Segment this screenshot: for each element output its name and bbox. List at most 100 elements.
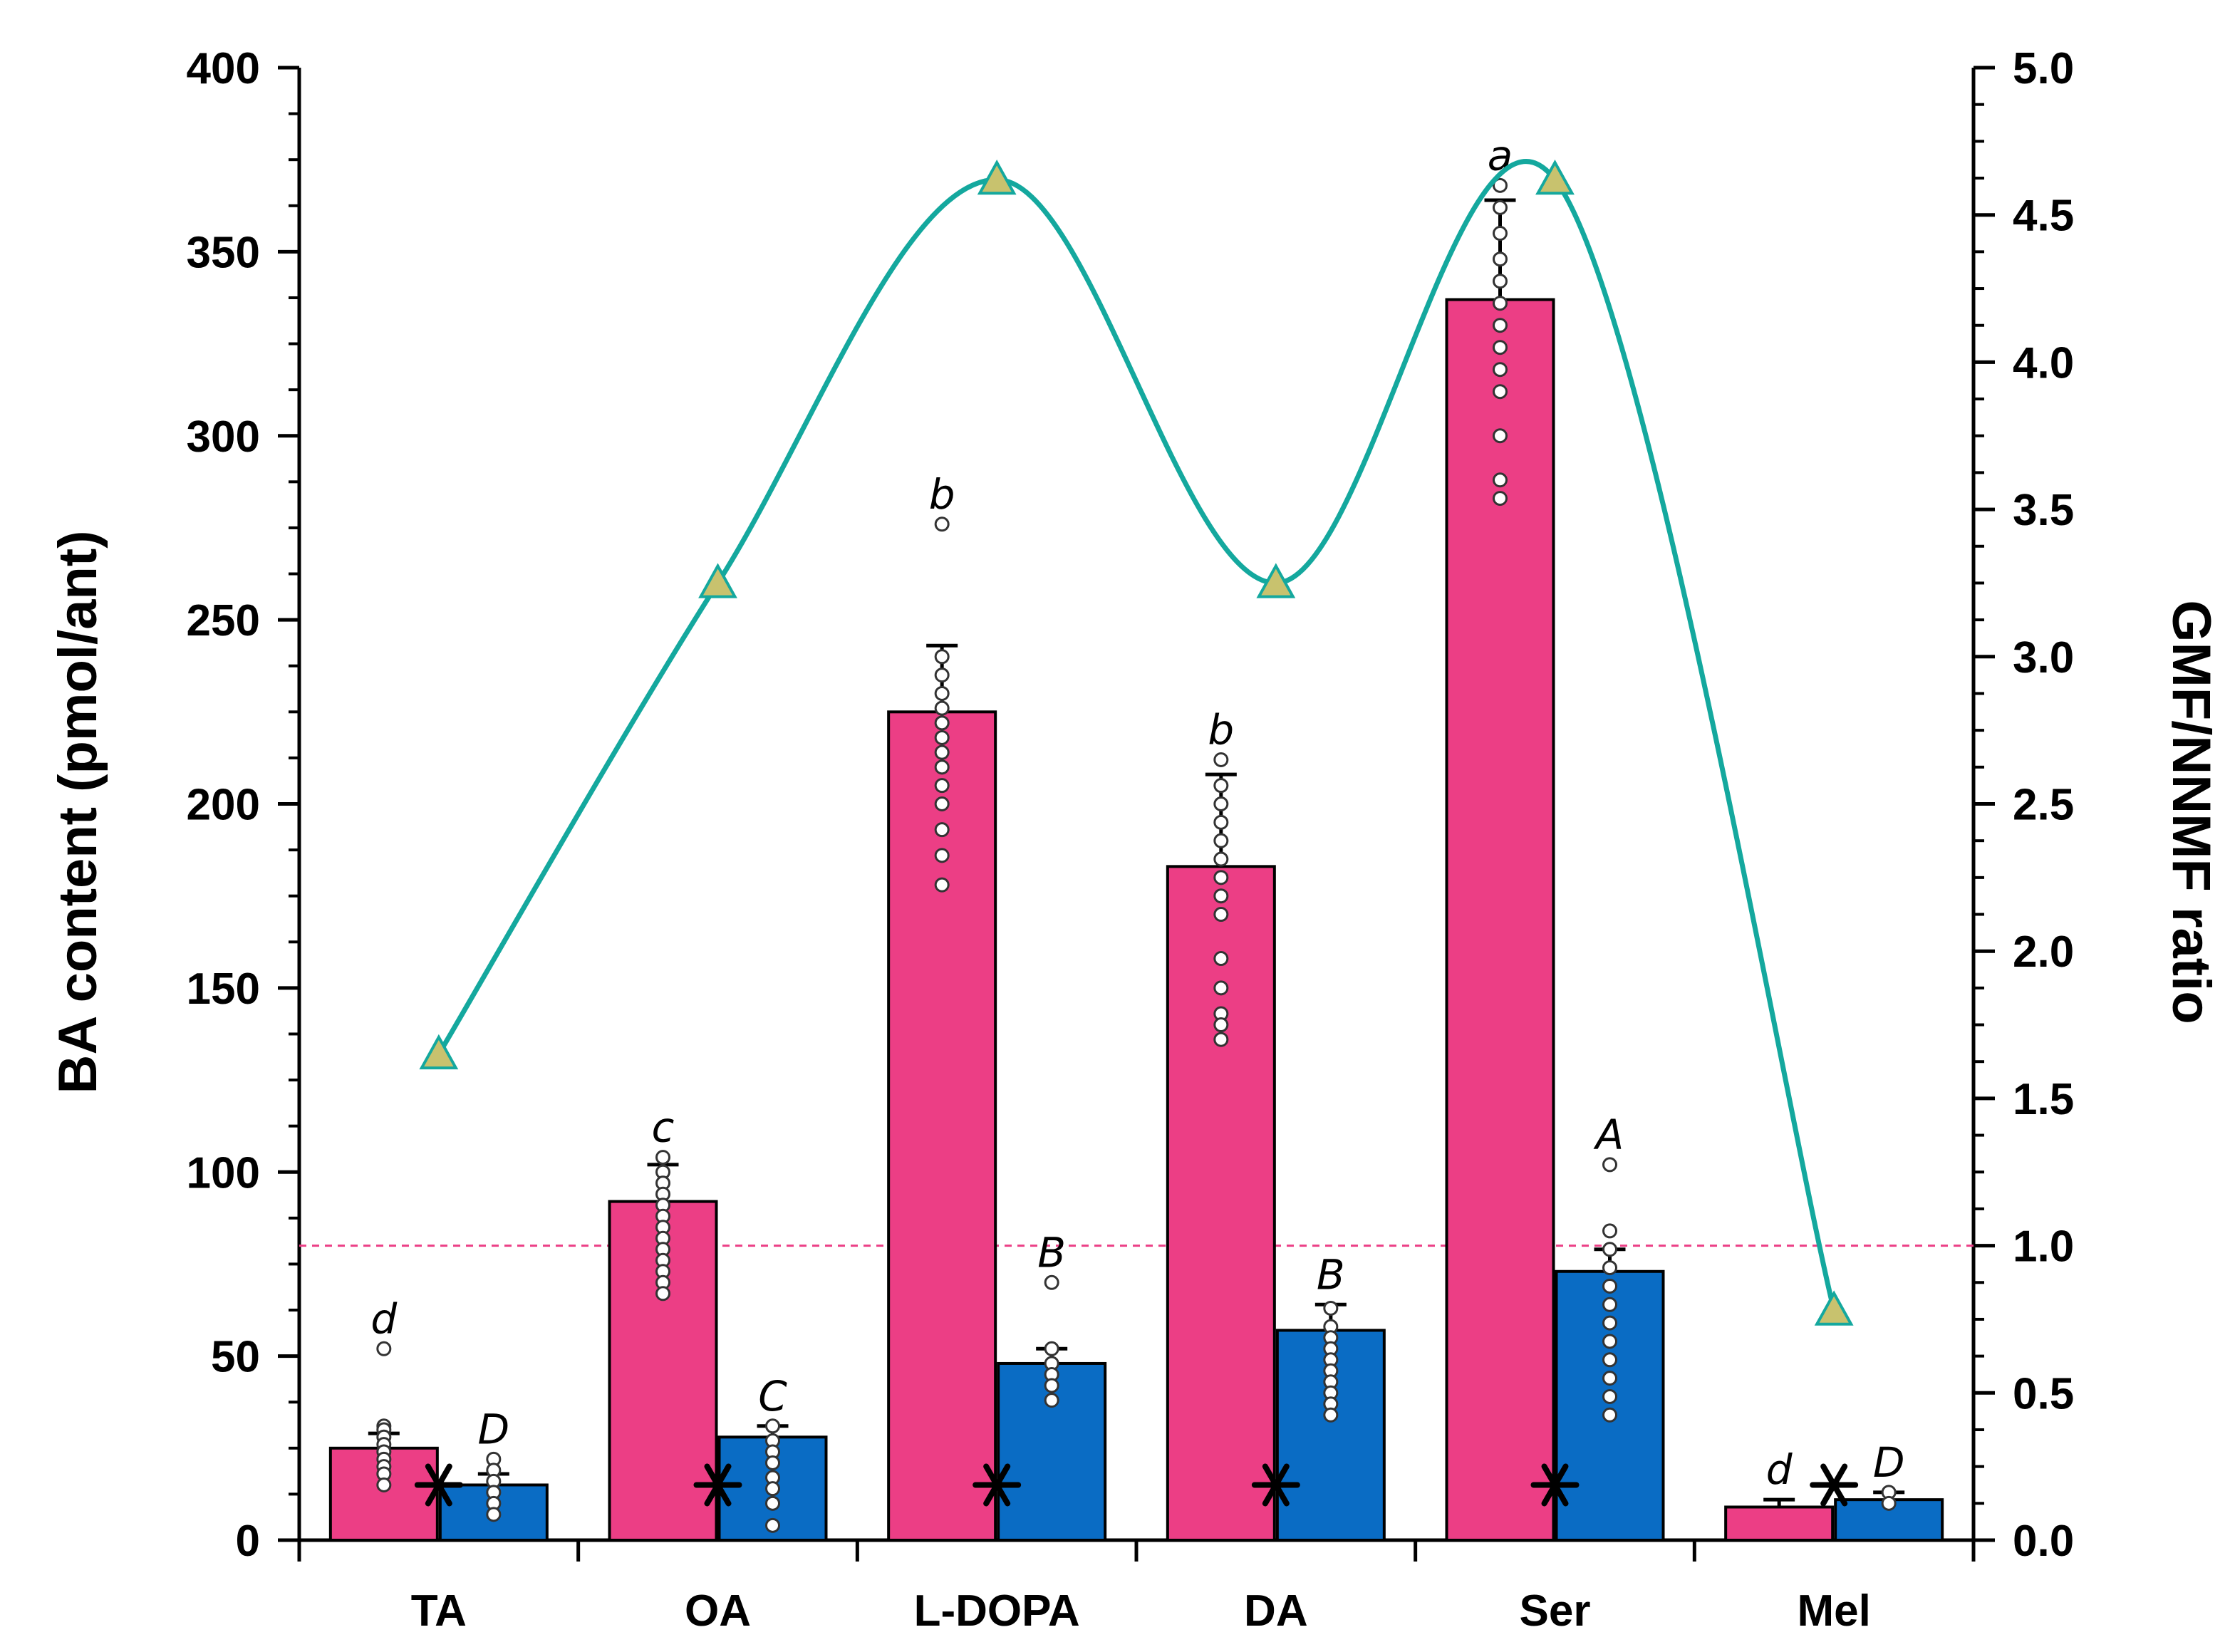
data-point-NNMF-L-DOPA xyxy=(1044,1393,1059,1408)
y2-tick-label-3.5: 3.5 xyxy=(2013,486,2074,535)
significance-asterisk-DA xyxy=(1251,1463,1300,1507)
data-point-GMF-Ser xyxy=(1493,251,1508,267)
y2-tick-label-1.0: 1.0 xyxy=(2013,1222,2074,1272)
y2-axis-title: GMF/NNMF ratio xyxy=(2161,600,2221,1024)
bar-GMF-Mel xyxy=(1724,1505,1835,1542)
data-point-GMF-Ser xyxy=(1493,226,1508,241)
data-point-NNMF-OA xyxy=(765,1481,780,1497)
ratio-marker-L-DOPA xyxy=(977,159,1017,195)
sig-letter-NNMF-L-DOPA: B xyxy=(1037,1228,1066,1277)
sig-letter-GMF-OA: c xyxy=(652,1103,675,1152)
data-point-GMF-Ser xyxy=(1493,362,1508,378)
bar-GMF-Ser xyxy=(1445,298,1555,1542)
data-point-GMF-L-DOPA xyxy=(934,685,950,701)
asterisk-stroke xyxy=(983,1463,1011,1507)
asterisk-stroke xyxy=(1820,1463,1848,1507)
data-point-GMF-Ser xyxy=(1493,491,1508,506)
data-point-GMF-DA xyxy=(1213,888,1229,904)
data-point-GMF-DA xyxy=(1213,814,1229,830)
x-tick-label-L-DOPA: L-DOPA xyxy=(914,1586,1080,1636)
data-point-GMF-L-DOPA xyxy=(934,649,950,665)
data-point-GMF-Ser xyxy=(1493,384,1508,400)
data-point-GMF-Ser xyxy=(1493,177,1508,193)
data-point-GMF-DA xyxy=(1213,951,1229,967)
y-tick-label-150: 150 xyxy=(187,965,260,1014)
sig-letter-NNMF-DA: B xyxy=(1317,1250,1345,1299)
bar-GMF-DA xyxy=(1166,865,1276,1542)
data-point-GMF-DA xyxy=(1213,833,1229,848)
bar-NNMF-Ser xyxy=(1555,1269,1665,1542)
sig-letter-NNMF-TA: D xyxy=(477,1405,509,1453)
y-tick-label-400: 400 xyxy=(187,44,260,93)
data-point-GMF-L-DOPA xyxy=(934,516,950,532)
data-point-NNMF-Ser xyxy=(1602,1223,1617,1239)
significance-asterisk-Mel xyxy=(1810,1463,1859,1507)
data-point-GMF-DA xyxy=(1213,752,1229,767)
data-point-NNMF-Ser xyxy=(1602,1278,1617,1294)
sig-letter-NNMF-OA: C xyxy=(758,1372,787,1420)
data-point-GMF-TA xyxy=(376,1477,392,1492)
sig-letter-GMF-DA: b xyxy=(1208,705,1234,754)
data-point-GMF-DA xyxy=(1213,796,1229,811)
y2-tick-label-1.5: 1.5 xyxy=(2013,1075,2074,1124)
data-point-NNMF-OA xyxy=(765,1455,780,1470)
data-point-GMF-DA xyxy=(1213,851,1229,867)
y-tick-label-50: 50 xyxy=(211,1333,260,1382)
data-point-NNMF-DA xyxy=(1323,1407,1339,1423)
data-point-GMF-TA xyxy=(376,1341,392,1356)
x-tick-label-DA: DA xyxy=(1244,1586,1308,1636)
x-tick-label-OA: OA xyxy=(685,1586,751,1636)
data-point-GMF-Ser xyxy=(1493,274,1508,289)
y-tick-label-250: 250 xyxy=(187,596,260,645)
data-point-NNMF-Ser xyxy=(1602,1242,1617,1257)
data-point-NNMF-L-DOPA xyxy=(1044,1341,1059,1356)
y-tick-label-300: 300 xyxy=(187,412,260,462)
ratio-marker-DA xyxy=(1256,563,1296,598)
data-point-GMF-L-DOPA xyxy=(934,667,950,683)
asterisk-stroke xyxy=(425,1463,452,1507)
data-point-NNMF-Ser xyxy=(1602,1371,1617,1386)
data-point-GMF-L-DOPA xyxy=(934,744,950,760)
x-tick-label-TA: TA xyxy=(411,1586,467,1636)
data-point-NNMF-TA xyxy=(486,1507,502,1522)
y2-tick-label-4.5: 4.5 xyxy=(2013,192,2074,241)
y2-tick-label-4.0: 4.0 xyxy=(2013,338,2074,388)
data-point-GMF-Ser xyxy=(1493,199,1508,215)
data-point-GMF-Ser xyxy=(1493,340,1508,355)
data-point-NNMF-DA xyxy=(1323,1300,1339,1316)
asterisk-stroke xyxy=(1262,1463,1290,1507)
data-point-NNMF-Ser xyxy=(1602,1352,1617,1368)
data-point-GMF-L-DOPA xyxy=(934,759,950,775)
data-point-GMF-L-DOPA xyxy=(934,778,950,794)
bar-GMF-TA xyxy=(328,1446,439,1542)
data-point-NNMF-OA xyxy=(765,1517,780,1533)
data-point-GMF-L-DOPA xyxy=(934,715,950,731)
y-axis-title: BA content (pmol/ant) xyxy=(48,531,108,1094)
data-point-GMF-DA xyxy=(1213,870,1229,885)
y2-tick-label-2.5: 2.5 xyxy=(2013,781,2074,830)
significance-asterisk-L-DOPA xyxy=(973,1463,1022,1507)
data-point-GMF-DA xyxy=(1213,980,1229,996)
data-point-GMF-L-DOPA xyxy=(934,822,950,838)
sig-letter-GMF-TA: d xyxy=(370,1294,398,1343)
data-point-GMF-DA xyxy=(1213,1017,1229,1033)
data-point-NNMF-Ser xyxy=(1602,1157,1617,1173)
ratio-marker-Mel xyxy=(1814,1290,1854,1326)
sig-letter-NNMF-Ser: A xyxy=(1593,1111,1624,1159)
y2-tick-label-5.0: 5.0 xyxy=(2013,44,2074,93)
y-tick-label-200: 200 xyxy=(187,781,260,830)
significance-asterisk-Ser xyxy=(1530,1463,1580,1507)
y-tick-label-0: 0 xyxy=(236,1517,260,1566)
data-point-NNMF-Ser xyxy=(1602,1315,1617,1331)
sig-letter-GMF-L-DOPA: b xyxy=(929,470,955,519)
data-point-GMF-Ser xyxy=(1493,472,1508,488)
x-tick-label-Mel: Mel xyxy=(1797,1586,1870,1636)
sig-letter-NNMF-Mel: D xyxy=(1873,1438,1905,1487)
data-point-NNMF-L-DOPA xyxy=(1044,1274,1059,1290)
data-point-GMF-OA xyxy=(655,1286,670,1302)
data-point-GMF-Ser xyxy=(1493,428,1508,444)
asterisk-stroke xyxy=(704,1463,732,1507)
data-point-GMF-Ser xyxy=(1493,296,1508,311)
data-point-NNMF-OA xyxy=(765,1495,780,1511)
data-point-GMF-OA xyxy=(655,1150,670,1165)
